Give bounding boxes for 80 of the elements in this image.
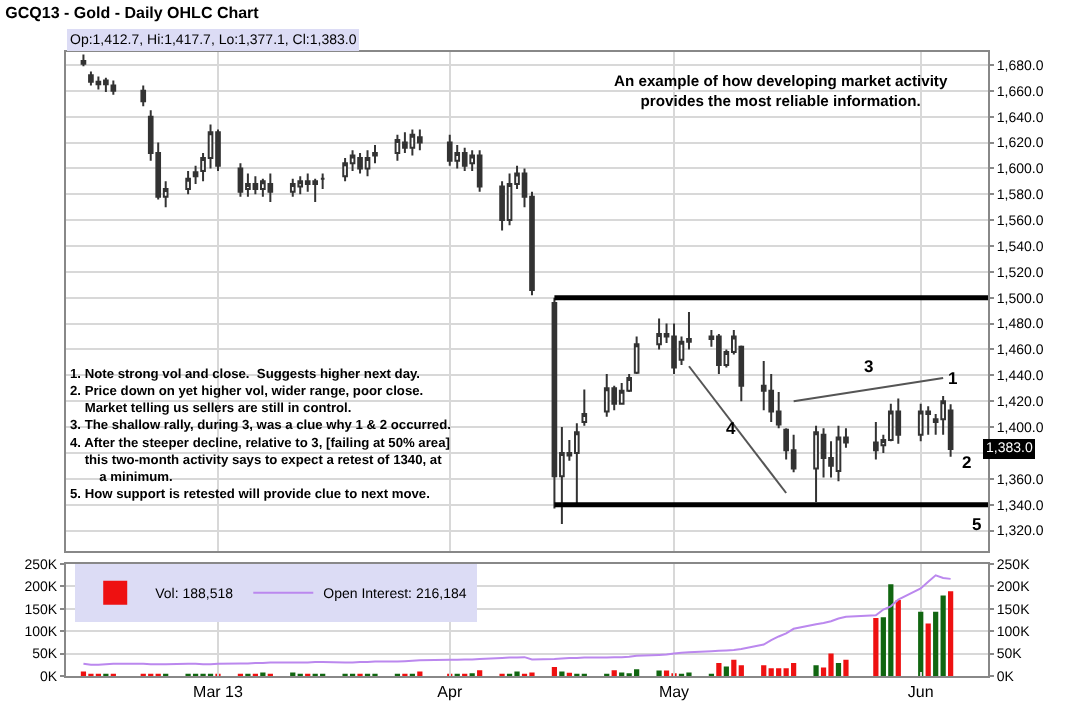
candlestick (656, 317, 662, 351)
bar (761, 665, 767, 676)
candlestick (342, 157, 348, 183)
annotation: 1 (948, 368, 958, 388)
candlestick (618, 382, 625, 405)
candlestick (925, 405, 932, 436)
x-tick-label: Jun (907, 683, 934, 702)
annotation: 2 (962, 452, 972, 472)
chart-title: GCQ13 - Gold - Daily OHLC Chart (5, 4, 260, 23)
candlestick (402, 131, 408, 154)
candlestick (506, 172, 513, 227)
candlestick (671, 322, 677, 376)
bar (776, 668, 782, 676)
candlestick (499, 180, 505, 232)
candlestick (461, 146, 468, 172)
candlestick (790, 433, 797, 474)
bar (940, 595, 946, 676)
candlestick (394, 133, 401, 162)
x-tick-label: Mar 13 (193, 683, 244, 702)
candlestick (947, 403, 954, 458)
candlestick (110, 79, 117, 96)
candlestick (716, 332, 722, 376)
candlestick (357, 151, 363, 175)
candlestick (813, 424, 819, 504)
bar (477, 670, 483, 676)
candlestick (446, 133, 453, 167)
candlestick (364, 149, 371, 178)
bar (925, 623, 931, 676)
bar (828, 653, 834, 676)
candlestick (312, 177, 319, 204)
bar (918, 611, 924, 676)
candlestick (103, 76, 109, 94)
bar (835, 662, 842, 676)
candlestick (95, 75, 102, 91)
line-series (82, 574, 952, 666)
candlestick (476, 149, 483, 193)
bar (843, 659, 849, 676)
candlestick (215, 128, 221, 172)
bar (738, 665, 744, 676)
candlestick (260, 177, 266, 198)
x-tick-label: Apr (437, 683, 463, 702)
candlestick (185, 169, 191, 196)
candlestick (252, 175, 259, 196)
candlestick (88, 70, 94, 87)
annotation: 3 (864, 356, 874, 376)
candlestick (140, 84, 147, 108)
bar (656, 670, 662, 676)
candlestick (289, 177, 296, 198)
bar (768, 668, 774, 676)
bar (634, 669, 640, 676)
candlestick (319, 172, 326, 191)
bar (716, 662, 722, 676)
candlestick (873, 420, 879, 461)
candlestick (917, 402, 924, 443)
candlestick (835, 424, 842, 483)
bar (888, 584, 894, 676)
candlestick (895, 397, 902, 445)
bar (873, 618, 879, 676)
candlestick (80, 53, 87, 68)
bar (948, 591, 954, 676)
bar (551, 667, 558, 676)
bar (731, 659, 737, 676)
bar (723, 666, 729, 676)
bar (895, 600, 901, 676)
candlestick (574, 422, 580, 507)
annotation: 4 (726, 418, 736, 438)
candlestick (409, 128, 416, 157)
annotation: 5 (972, 514, 982, 534)
bar (783, 668, 789, 676)
bar (813, 665, 819, 676)
bar (791, 662, 797, 676)
candlestick (267, 172, 274, 204)
candlestick (417, 128, 423, 152)
candlestick (237, 162, 244, 198)
bar (611, 670, 617, 676)
candlestick (603, 373, 610, 418)
x-tick-label: May (658, 683, 690, 702)
candlestick (297, 175, 304, 196)
candlestick (581, 388, 588, 427)
candlestick (633, 335, 640, 376)
